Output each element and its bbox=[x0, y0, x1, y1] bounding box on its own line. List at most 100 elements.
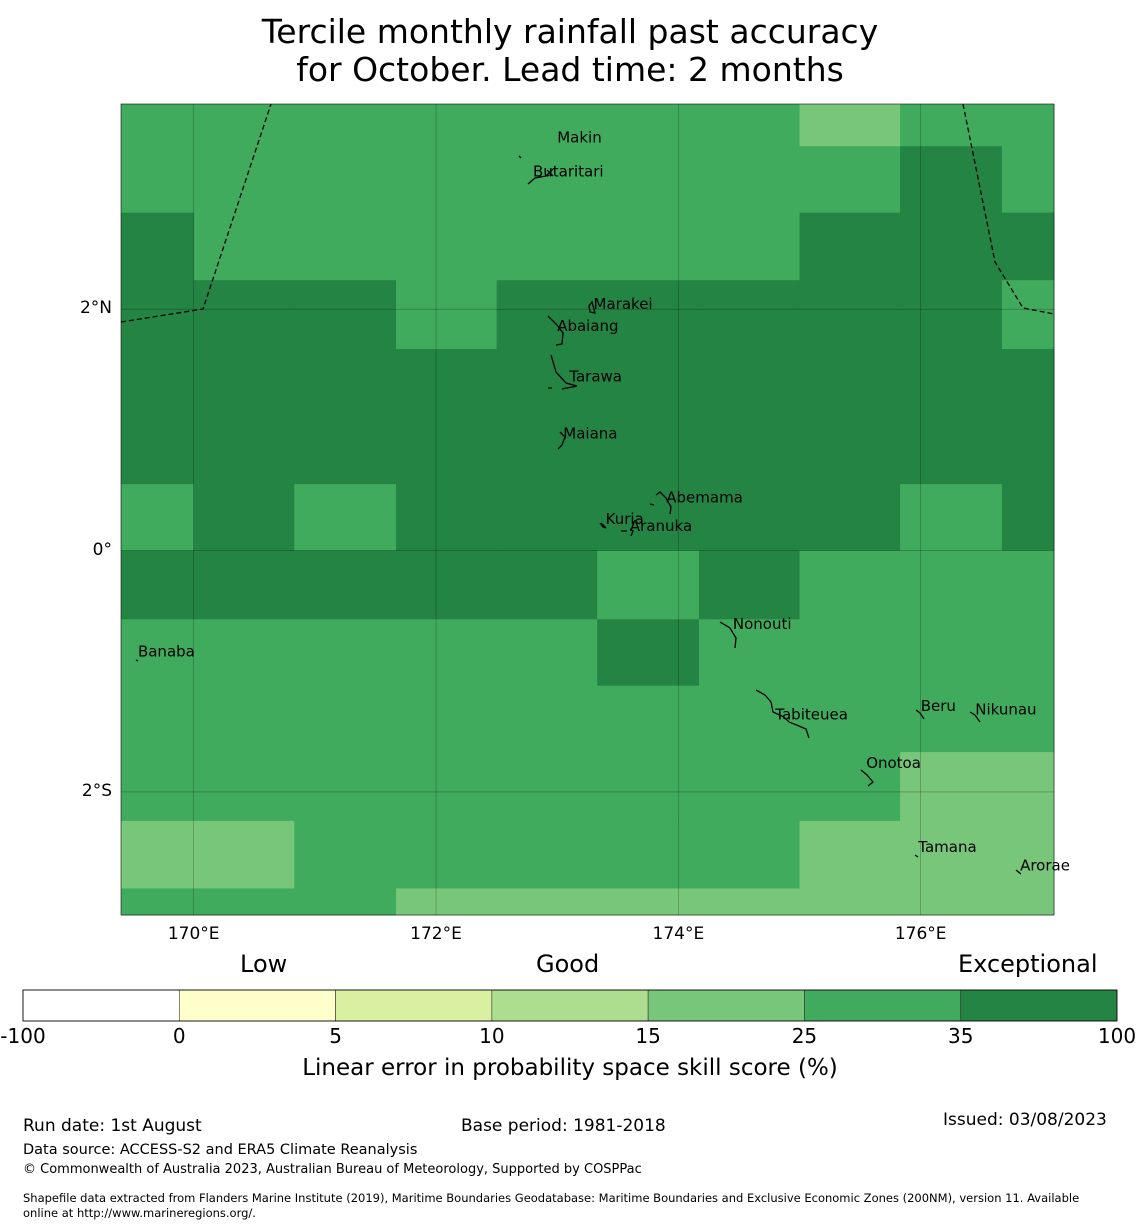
skill-cell bbox=[193, 752, 295, 822]
coast-onotoa bbox=[860, 769, 874, 787]
skill-cell bbox=[396, 348, 498, 416]
coast-aranuka bbox=[621, 528, 634, 537]
skill-cell bbox=[900, 888, 1003, 916]
colorbar-tick-label: 15 bbox=[635, 1024, 661, 1048]
skill-cell bbox=[121, 415, 195, 485]
skill-cell bbox=[496, 484, 598, 552]
skill-cell bbox=[698, 146, 801, 214]
skill-cell bbox=[799, 104, 901, 147]
skill-cell bbox=[496, 212, 598, 281]
skill-cell bbox=[193, 104, 295, 147]
skill-cell bbox=[597, 484, 700, 552]
skill-cell bbox=[396, 212, 498, 281]
skill-cell bbox=[900, 752, 1003, 822]
skill-cell bbox=[121, 280, 195, 350]
skill-cell bbox=[900, 212, 1003, 281]
colorbar-category-exceptional: Exceptional bbox=[958, 950, 1098, 978]
skill-cell bbox=[900, 820, 1003, 889]
coast-banaba bbox=[135, 659, 139, 662]
skill-cell bbox=[1001, 752, 1055, 822]
skill-cell bbox=[396, 685, 498, 753]
colorbar-tick-label: 35 bbox=[947, 1024, 974, 1048]
skill-cell bbox=[294, 685, 397, 753]
skill-cell bbox=[597, 685, 700, 753]
coast-abemama bbox=[649, 491, 672, 515]
skill-cell bbox=[799, 820, 901, 889]
skill-cell bbox=[900, 104, 1003, 147]
eez-boundaries bbox=[120, 103, 1055, 323]
skill-cell bbox=[597, 888, 700, 916]
skill-cell bbox=[698, 484, 801, 552]
skill-cell bbox=[121, 888, 195, 916]
coast-kuria bbox=[599, 522, 607, 529]
skill-cell bbox=[799, 415, 901, 485]
skill-cell bbox=[496, 348, 598, 416]
skill-cell bbox=[698, 685, 801, 753]
lon-tick-label: 174°E bbox=[652, 924, 705, 944]
skill-cell bbox=[294, 146, 397, 214]
skill-cell bbox=[496, 619, 598, 687]
skill-cell bbox=[1001, 280, 1055, 350]
skill-cell bbox=[799, 619, 901, 687]
skill-cell bbox=[396, 280, 498, 350]
coast-butaritari bbox=[527, 168, 554, 185]
skill-cell bbox=[597, 415, 700, 485]
skill-cell bbox=[294, 820, 397, 889]
skill-cell bbox=[496, 888, 598, 916]
skill-cell bbox=[193, 280, 295, 350]
lon-tick-label: 172°E bbox=[410, 924, 462, 944]
skill-cell bbox=[121, 820, 195, 889]
coastlines bbox=[135, 155, 1022, 875]
skill-cell bbox=[294, 348, 397, 416]
skill-cell bbox=[799, 484, 901, 552]
eez-boundary-east bbox=[962, 103, 1055, 315]
skill-cell bbox=[698, 752, 801, 822]
island-label: Onotoa bbox=[866, 754, 921, 772]
run-date: Run date: 1st August bbox=[23, 1116, 202, 1136]
skill-cell bbox=[1001, 484, 1055, 552]
skill-cell bbox=[698, 820, 801, 889]
skill-cell bbox=[496, 415, 598, 485]
colorbar-tick-label: 25 bbox=[791, 1024, 818, 1048]
island-label: Marakei bbox=[594, 295, 653, 313]
colorbar-category-good: Good bbox=[536, 950, 600, 978]
colorbar-swatch bbox=[335, 989, 493, 1022]
skill-cell bbox=[1001, 685, 1055, 753]
island-label: Arorae bbox=[1020, 856, 1070, 874]
skill-cell bbox=[900, 484, 1003, 552]
skill-cell bbox=[597, 550, 700, 620]
skill-cell bbox=[496, 820, 598, 889]
island-label: Kuria bbox=[606, 510, 644, 528]
island-label: Maiana bbox=[563, 424, 617, 442]
skill-cell bbox=[698, 280, 801, 350]
skill-cell bbox=[121, 104, 195, 147]
skill-cell bbox=[121, 752, 195, 822]
coast-makin bbox=[518, 155, 554, 177]
island-label: Tarawa bbox=[568, 368, 622, 386]
skill-cell bbox=[193, 212, 295, 281]
island-label: Tamana bbox=[917, 838, 976, 856]
skill-cell bbox=[193, 820, 295, 889]
skill-cell bbox=[193, 348, 295, 416]
coast-tamana bbox=[914, 854, 919, 858]
skill-cell bbox=[496, 685, 598, 753]
skill-cell bbox=[396, 888, 498, 916]
skill-cell bbox=[900, 415, 1003, 485]
island-label: Tabiteuea bbox=[774, 705, 848, 723]
skill-cell bbox=[597, 752, 700, 822]
skill-cell bbox=[193, 415, 295, 485]
coast-nikunau bbox=[969, 711, 981, 723]
colorbar-swatch bbox=[647, 989, 805, 1022]
coast-nonouti bbox=[719, 621, 737, 649]
skill-cell bbox=[193, 888, 295, 916]
coast-arorae bbox=[1015, 869, 1022, 875]
skill-cell bbox=[799, 685, 901, 753]
map-frame bbox=[120, 103, 1055, 916]
colorbar-frame bbox=[22, 989, 1118, 1022]
issued-date: Issued: 03/08/2023 bbox=[943, 1110, 1107, 1130]
island-label: Beru bbox=[921, 697, 956, 715]
skill-cell bbox=[799, 888, 901, 916]
coast-marakei bbox=[588, 300, 596, 314]
skill-cell bbox=[1001, 212, 1055, 281]
